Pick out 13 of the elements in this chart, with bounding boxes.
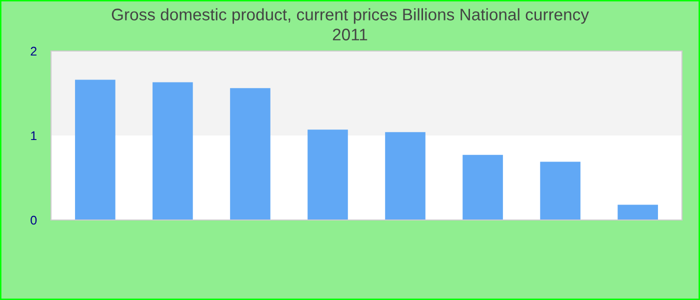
bar xyxy=(385,132,426,220)
bar xyxy=(618,204,658,220)
chart-title: Gross domestic product, current prices Billions National currency xyxy=(112,8,589,24)
bar xyxy=(308,130,348,220)
bar xyxy=(152,82,193,220)
bar xyxy=(75,80,116,220)
bar xyxy=(540,162,580,220)
bar xyxy=(230,88,270,220)
y-tick-label: 0 xyxy=(30,216,37,225)
y-tick-label: 2 xyxy=(30,46,36,56)
bar xyxy=(462,154,503,220)
y-tick-label: 1 xyxy=(31,131,36,140)
chart-subtitle: 2011 xyxy=(332,28,368,40)
